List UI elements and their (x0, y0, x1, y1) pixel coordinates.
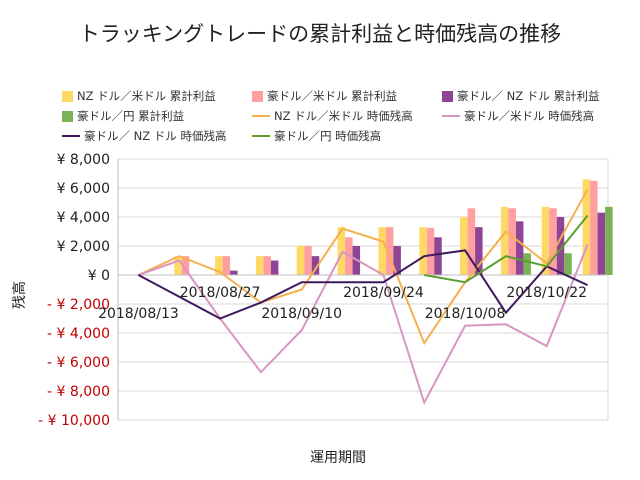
chart-title: トラッキングトレードの累計利益と時価残高の推移 (78, 22, 562, 46)
bar (419, 227, 427, 275)
series-line (137, 249, 589, 320)
bar (255, 256, 264, 275)
bar (304, 246, 312, 275)
bar (549, 208, 557, 275)
bar (263, 256, 271, 275)
series-line (137, 188, 589, 346)
legend-swatch (252, 90, 263, 102)
bar (311, 256, 320, 275)
bar (564, 253, 572, 275)
x-tick-label: 2018/10/08 (425, 306, 506, 322)
bar (541, 206, 550, 275)
bar (270, 260, 279, 275)
bar (467, 208, 476, 275)
legend-label: 豪ドル／ NZ ドル 累計利益 (457, 89, 600, 103)
x-tick-label: 2018/09/24 (343, 285, 424, 301)
y-tick-label: ¥ 8,000 (57, 152, 110, 168)
legend-label: 豪ドル／ NZ ドル 時価残高 (84, 129, 227, 143)
legend-label: 豪ドル／円 時価残高 (274, 129, 382, 143)
series-line (138, 244, 589, 406)
y-tick-label: - ¥ 4,000 (47, 326, 110, 342)
legend-swatch (62, 110, 73, 122)
y-tick-label: ¥ 0 (88, 268, 110, 284)
y-tick-label: - ¥ 10,000 (38, 413, 110, 429)
legend-swatch (62, 90, 73, 102)
legend-item: NZ ドル／米ドル 累計利益 (62, 88, 216, 104)
bar (296, 246, 305, 275)
bar (515, 221, 524, 275)
legend-label: NZ ドル／米ドル 時価残高 (274, 109, 413, 123)
bar (460, 217, 468, 275)
bar (590, 180, 598, 275)
x-axis-label: 運用期間 (310, 450, 366, 466)
x-tick-label: 2018/08/13 (98, 306, 179, 322)
bar (385, 227, 394, 275)
legend-item: 豪ドル／ NZ ドル 累計利益 (442, 88, 599, 104)
bar (508, 208, 516, 275)
x-tick-label: 2018/09/10 (261, 306, 342, 322)
y-tick-label: ¥ 6,000 (57, 181, 110, 197)
legend-item: NZ ドル／米ドル 時価残高 (252, 108, 413, 124)
bar (475, 227, 483, 275)
bar (337, 227, 346, 275)
y-tick-label: - ¥ 6,000 (47, 355, 110, 371)
legend-line (442, 115, 460, 117)
legend-line (252, 115, 270, 117)
y-tick-label: - ¥ 8,000 (47, 384, 110, 400)
bar (215, 256, 223, 275)
legend-label: 豪ドル／円 累計利益 (77, 109, 185, 123)
bar (582, 179, 591, 275)
legend-item: 豪ドル／円 累計利益 (62, 108, 184, 124)
bar (378, 227, 386, 275)
bar (426, 227, 435, 275)
legend-item: 豪ドル／円 時価残高 (252, 128, 381, 144)
y-axis-label: 残高 (11, 281, 28, 309)
legend-label: 豪ドル／米ドル 時価残高 (464, 109, 595, 123)
bar (500, 206, 509, 275)
bar (556, 217, 565, 275)
bar (523, 253, 531, 275)
series-line (424, 214, 589, 284)
legend-item: 豪ドル／米ドル 時価残高 (442, 108, 594, 124)
bar (597, 212, 606, 275)
bar (181, 256, 190, 275)
legend-line (252, 135, 270, 137)
y-tick-label: ¥ 4,000 (57, 210, 110, 226)
legend-item: 豪ドル／米ドル 累計利益 (252, 88, 397, 104)
x-tick-label: 2018/08/27 (180, 285, 261, 301)
bar (174, 256, 182, 275)
bar (222, 256, 231, 275)
bar (230, 270, 238, 275)
y-tick-label: ¥ 2,000 (57, 239, 110, 255)
bar (393, 246, 401, 275)
legend-swatch (442, 90, 453, 102)
legend-label: NZ ドル／米ドル 累計利益 (77, 89, 216, 103)
bar (434, 237, 442, 275)
x-tick-label: 2018/10/22 (506, 285, 587, 301)
y-tick-label: - ¥ 2,000 (47, 297, 110, 313)
legend-label: 豪ドル／米ドル 累計利益 (267, 89, 398, 103)
legend-item: 豪ドル／ NZ ドル 時価残高 (62, 128, 226, 144)
bar (605, 206, 613, 275)
legend-line (62, 135, 80, 137)
